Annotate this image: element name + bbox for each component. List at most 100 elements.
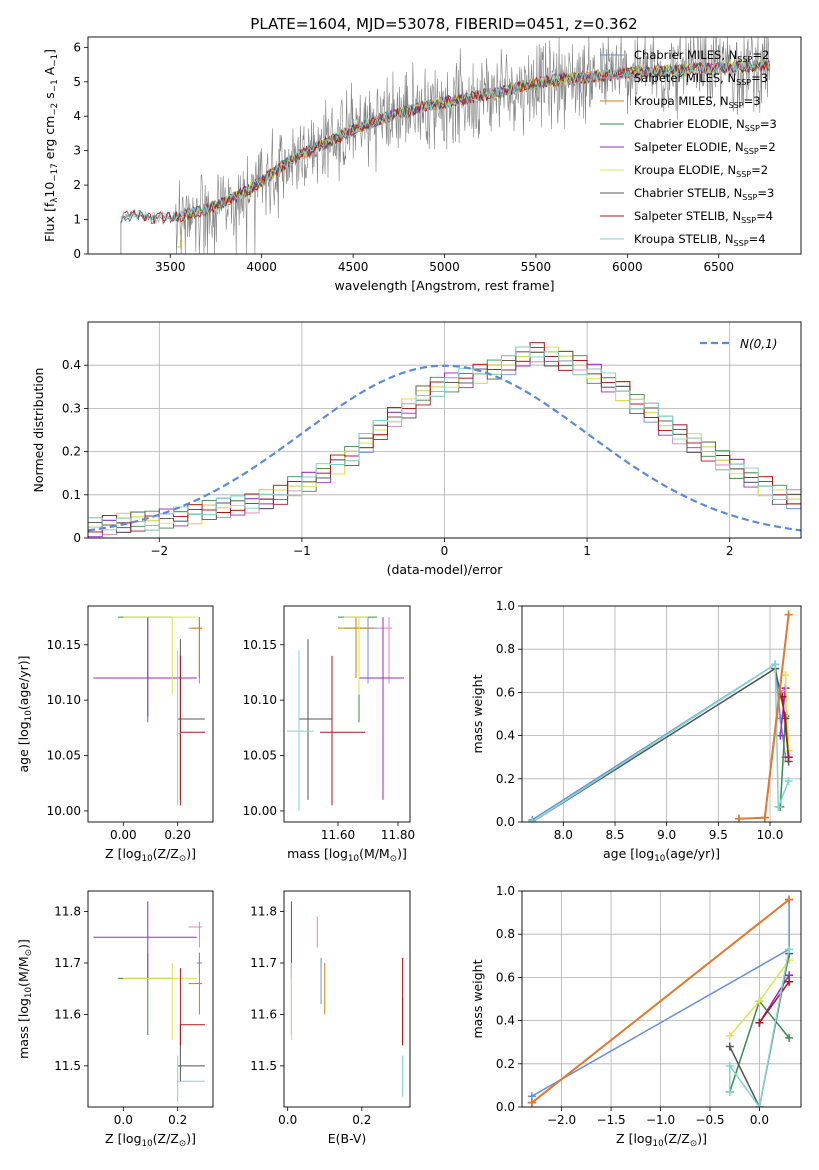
- weight-marker: [785, 977, 794, 986]
- histogram-step: [88, 350, 801, 533]
- legend-name: Chabrier ELODIE, N: [634, 117, 745, 131]
- y-tick-label: 0.0: [496, 1100, 515, 1114]
- y-tick-label: 11.5: [250, 1059, 277, 1073]
- weight-marker: [725, 1061, 734, 1070]
- y-tick-label: 0.2: [496, 1057, 515, 1071]
- x-tick-label: 5000: [429, 260, 460, 274]
- normal-legend-label: N(0,1): [740, 337, 777, 351]
- y-tick-label: 11.8: [250, 905, 277, 919]
- x-tick-label: 9.5: [709, 828, 728, 842]
- legend-value: =2: [759, 140, 776, 154]
- legend-subscript: SSP: [729, 101, 744, 110]
- y-tick-label: 11.6: [250, 1007, 277, 1021]
- model-spectrum-line: [120, 58, 770, 225]
- weight-vs-z-panel: −2.0 −1.5 −1.0 −0.5 0.0 0.0 0.2 0.4 0.6 0.8 1.0 Z […: [470, 884, 802, 1149]
- x-axis-label: E(B-V): [328, 1131, 367, 1146]
- weight-line: [758, 981, 790, 1024]
- y-tick-label: 0.6: [496, 685, 515, 699]
- weight-line: [531, 667, 790, 822]
- x-axis-label: Z [log10(Z/Z⊙)]: [105, 1131, 196, 1149]
- label-part: )]: [397, 846, 407, 861]
- legend-value: =3: [751, 71, 768, 85]
- legend-subscript: SSP: [745, 124, 760, 133]
- label-part: s: [42, 92, 57, 103]
- weight-marker: [774, 802, 783, 811]
- y-tick-label: 3: [73, 144, 81, 158]
- x-tick-label: 9.0: [657, 828, 676, 842]
- weight-marker: [760, 813, 769, 822]
- axes-frame: [521, 605, 802, 823]
- legend-value: =4: [756, 209, 773, 223]
- y-tick-label: 0.8: [496, 642, 515, 656]
- spectrum-panel: 3500 4000 4500 5000 5500 6000 6500 0 1 2 3 4 5 6 wavel…: [42, 36, 802, 293]
- y-tick-label: 10.00: [47, 804, 81, 818]
- legend-value: =3: [760, 117, 777, 131]
- legend-entry: Kroupa STELIB, NSSP=4: [634, 232, 766, 248]
- x-tick-label: 0.0: [114, 1113, 133, 1127]
- x-tick-label: −1: [293, 544, 311, 558]
- legend-name: Chabrier STELIB, N: [634, 186, 742, 200]
- legend-name: Chabrier MILES, N: [634, 48, 737, 62]
- x-tick-label: −2.0: [547, 1113, 576, 1127]
- label-part: A: [42, 66, 57, 79]
- y-tick-label: 0.0: [496, 815, 515, 829]
- y-tick-label: 4: [73, 109, 81, 123]
- label-part: (Z/Z: [153, 846, 179, 861]
- label-subscript: ⊙: [390, 854, 397, 864]
- x-tick-label: 0.0: [278, 1113, 297, 1127]
- legend-entry: Kroupa ELODIE, NSSP=2: [634, 163, 768, 179]
- legend-subscript: SSP: [736, 170, 751, 179]
- y-tick-label: 0: [73, 247, 81, 261]
- x-tick-label: 2: [726, 544, 734, 558]
- x-tick-label: 0.00: [110, 828, 137, 842]
- y-tick-label: 0.6: [496, 970, 515, 984]
- label-subscript: 10: [654, 854, 665, 864]
- y-tick-label: 0.2: [496, 772, 515, 786]
- weight-line: [531, 663, 787, 821]
- y-tick-label: 11.5: [54, 1059, 81, 1073]
- axes-frame: [521, 890, 802, 1108]
- label-subscript: 10: [24, 710, 34, 721]
- x-tick-label: 5500: [521, 260, 552, 274]
- plot-area: [528, 610, 793, 822]
- y-tick-label: 10.15: [243, 638, 277, 652]
- y-tick-label: 1.0: [496, 884, 515, 898]
- label-part: )]: [16, 939, 31, 949]
- weight-marker: [771, 660, 780, 669]
- x-tick-label: 0.2: [168, 1113, 187, 1127]
- label-subscript: 10: [24, 987, 34, 998]
- label-part: (Z/Z: [153, 1131, 179, 1146]
- label-subscript: λ: [50, 198, 60, 203]
- label-subscript: ⊙: [179, 854, 186, 864]
- weight-marker: [784, 776, 793, 785]
- legend-subscript: SSP: [736, 78, 751, 87]
- y-tick-label: 11.7: [250, 956, 277, 970]
- legend-value: =3: [757, 186, 774, 200]
- x-tick-label: 6000: [612, 260, 643, 274]
- label-subscript: −1: [50, 79, 60, 92]
- weight-vs-age-panel: 8.0 8.5 9.0 9.5 10.0 0.0 0.2 0.4 0.6 0.8 1.0 age [l…: [470, 599, 802, 864]
- weight-line: [781, 696, 790, 758]
- y-tick-label: 10.05: [47, 749, 81, 763]
- y-tick-label: 1: [73, 213, 81, 227]
- x-axis-label: age [log10(age/yr)]: [603, 846, 720, 864]
- normal-curve: [88, 364, 801, 532]
- x-tick-label: 4500: [338, 260, 369, 274]
- label-part: age [log: [603, 846, 654, 861]
- label-part: ]: [42, 49, 57, 54]
- label-part: )]: [697, 1131, 707, 1146]
- histogram-step: [88, 350, 801, 533]
- weight-marker: [784, 610, 793, 619]
- x-tick-label: −1.5: [596, 1113, 625, 1127]
- x-tick-label: 10.0: [757, 828, 784, 842]
- x-tick-label: 8.0: [554, 828, 573, 842]
- y-axis-label: mass weight: [470, 674, 485, 753]
- label-part: Z [log: [105, 1131, 141, 1146]
- legend-entry: Salpeter STELIB, NSSP=4: [634, 209, 773, 225]
- plot-area: [93, 901, 205, 1102]
- label-subscript: 10: [142, 1139, 153, 1149]
- histogram-step: [88, 346, 801, 531]
- label-part: mass [log: [16, 998, 31, 1059]
